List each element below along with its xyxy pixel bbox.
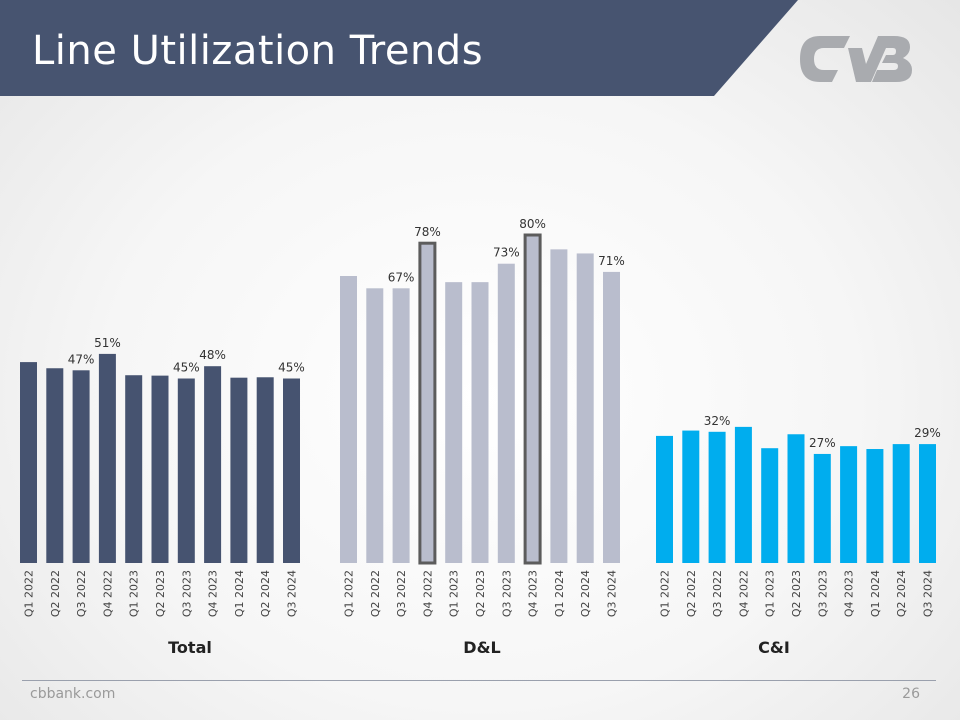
tick-label-total-7: Q4 2023 <box>207 570 220 617</box>
tick-label-dl-10: Q3 2024 <box>606 570 619 617</box>
tick-label-dl-6: Q3 2023 <box>500 570 513 617</box>
group-label-ci: C&I <box>758 638 790 657</box>
bar-ci-1 <box>682 430 700 563</box>
tick-label-total-9: Q2 2024 <box>259 570 272 617</box>
bar-dl-4 <box>445 282 463 563</box>
slide-title: Line Utilization Trends <box>32 28 484 74</box>
data-label-total-6: 45% <box>173 361 200 375</box>
data-label-total-10: 45% <box>278 361 305 375</box>
bar-ci-9 <box>892 444 910 563</box>
tick-label-ci-4: Q1 2023 <box>764 570 777 617</box>
page-number: 26 <box>902 686 920 702</box>
tick-label-ci-9: Q2 2024 <box>895 570 908 617</box>
bar-ci-8 <box>866 449 884 563</box>
tick-label-dl-3: Q4 2022 <box>421 570 434 617</box>
footer-divider <box>22 680 936 681</box>
bar-ci-10 <box>919 444 936 563</box>
tick-label-dl-9: Q2 2024 <box>579 570 592 617</box>
tick-label-total-3: Q4 2022 <box>101 570 114 617</box>
bar-total-8 <box>230 377 248 563</box>
bar-dl-1 <box>366 288 384 563</box>
bar-total-6 <box>177 378 195 563</box>
data-label-dl-6: 73% <box>493 246 520 260</box>
group-label-total: Total <box>168 638 212 657</box>
tick-label-dl-2: Q3 2022 <box>395 570 408 617</box>
tick-label-total-5: Q2 2023 <box>154 570 167 617</box>
tick-label-ci-1: Q2 2022 <box>685 570 698 617</box>
bar-total-7 <box>204 366 222 563</box>
bar-ci-3 <box>734 426 752 563</box>
data-label-ci-2: 32% <box>704 414 731 428</box>
bar-total-3 <box>98 353 116 563</box>
bar-ci-7 <box>840 446 858 563</box>
cvb-logo <box>800 36 912 82</box>
group-label-dl: D&L <box>463 638 501 657</box>
bar-dl-9 <box>576 253 594 563</box>
tick-label-ci-6: Q3 2023 <box>816 570 829 617</box>
bar-dl-8 <box>550 249 568 563</box>
data-label-dl-2: 67% <box>388 270 415 284</box>
bar-total-2 <box>72 370 90 563</box>
tick-label-ci-5: Q2 2023 <box>790 570 803 617</box>
tick-label-ci-8: Q1 2024 <box>869 570 882 617</box>
bar-total-10 <box>283 378 300 563</box>
data-label-dl-10: 71% <box>598 254 625 268</box>
data-label-ci-6: 27% <box>809 436 836 450</box>
title-band <box>0 0 798 96</box>
bar-total-5 <box>151 375 169 563</box>
tick-label-dl-4: Q1 2023 <box>448 570 461 617</box>
bar-dl-3 <box>418 241 437 565</box>
tick-label-ci-3: Q4 2022 <box>737 570 750 617</box>
bar-ci-4 <box>761 448 779 563</box>
bar-total-1 <box>46 368 64 563</box>
tick-label-dl-7: Q4 2023 <box>527 570 540 617</box>
tick-label-total-1: Q2 2022 <box>49 570 62 617</box>
data-label-dl-7: 80% <box>519 217 546 231</box>
bar-dl-6 <box>497 263 515 563</box>
tick-label-dl-8: Q1 2024 <box>553 570 566 617</box>
bar-ci-6 <box>813 453 831 563</box>
tick-label-ci-2: Q3 2022 <box>711 570 724 617</box>
tick-label-total-2: Q3 2022 <box>75 570 88 617</box>
tick-label-ci-7: Q4 2023 <box>843 570 856 617</box>
bar-ci-0 <box>656 435 673 563</box>
bar-total-0 <box>20 362 37 563</box>
bar-dl-5 <box>471 282 489 563</box>
tick-label-dl-1: Q2 2022 <box>369 570 382 617</box>
tick-label-ci-10: Q3 2024 <box>922 570 935 617</box>
bar-dl-0 <box>340 276 357 563</box>
tick-label-ci-0: Q1 2022 <box>659 570 672 617</box>
data-label-ci-10: 29% <box>914 426 941 440</box>
bar-total-9 <box>256 377 274 563</box>
data-label-total-3: 51% <box>94 336 121 350</box>
bar-dl-2 <box>392 288 410 563</box>
tick-label-total-0: Q1 2022 <box>23 570 36 617</box>
tick-label-total-6: Q3 2023 <box>180 570 193 617</box>
data-label-dl-3: 78% <box>414 225 441 239</box>
data-label-total-2: 47% <box>68 352 95 366</box>
bar-dl-10 <box>603 271 620 563</box>
tick-label-total-10: Q3 2024 <box>286 570 299 617</box>
tick-label-dl-5: Q2 2023 <box>474 570 487 617</box>
bar-ci-2 <box>708 431 726 563</box>
tick-label-total-4: Q1 2023 <box>128 570 141 617</box>
tick-label-dl-0: Q1 2022 <box>343 570 356 617</box>
bar-ci-5 <box>787 434 805 563</box>
footer-url[interactable]: cbbank.com <box>30 686 116 702</box>
tick-label-total-8: Q1 2024 <box>233 570 246 617</box>
bar-total-4 <box>125 375 143 563</box>
bar-dl-7 <box>523 233 542 565</box>
data-label-total-7: 48% <box>199 348 226 362</box>
